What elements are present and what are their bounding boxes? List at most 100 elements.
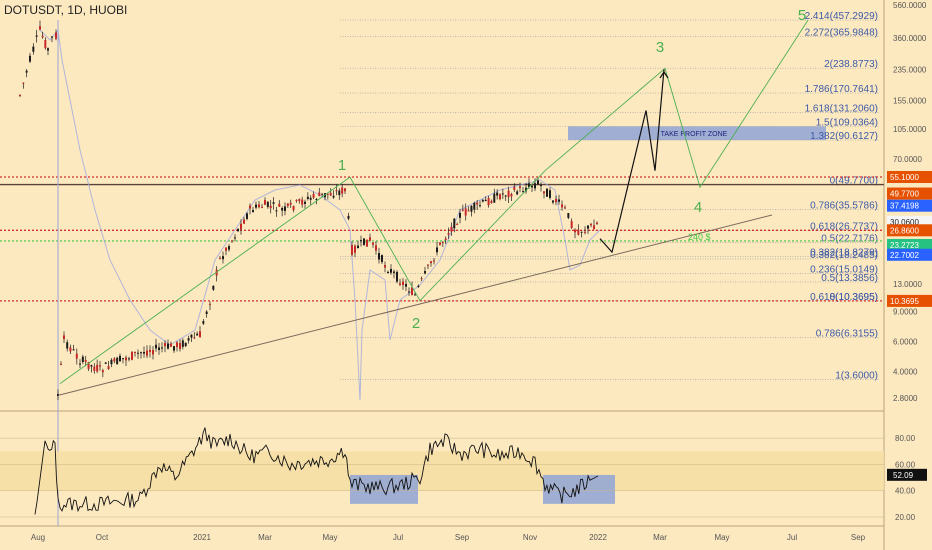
candle-body xyxy=(161,347,163,349)
candle-body xyxy=(534,183,536,189)
candle-body xyxy=(464,208,467,216)
candle-body xyxy=(255,204,257,208)
price-axis-tick: 6.0000 xyxy=(893,337,918,346)
price-axis-tick: 70.0000 xyxy=(893,155,922,164)
candle-body xyxy=(252,210,254,213)
candle-body xyxy=(519,186,521,188)
candle-body xyxy=(234,237,236,239)
candle-body xyxy=(344,188,346,192)
candle-body xyxy=(222,256,224,260)
candle-body xyxy=(116,357,119,365)
price-badge xyxy=(887,248,932,261)
candle-body xyxy=(173,346,175,351)
candle-body xyxy=(574,229,576,233)
candle-body xyxy=(131,351,133,360)
candle-body xyxy=(522,191,524,193)
candle-body xyxy=(577,229,580,235)
price-badge-label: 23.2723 xyxy=(890,241,919,250)
candle-body xyxy=(295,200,298,202)
candle-body xyxy=(360,240,362,242)
candle-body xyxy=(393,271,395,273)
candle-body xyxy=(264,200,266,205)
fib-level-label: 1.618(131.2060) xyxy=(805,104,878,115)
price-badge xyxy=(887,199,932,212)
candle-body xyxy=(507,190,510,198)
candle-body xyxy=(315,199,318,201)
candle-body xyxy=(99,365,101,367)
wave-label: 5 xyxy=(798,7,806,24)
candle-body xyxy=(69,347,72,352)
candle-body xyxy=(493,193,496,203)
price-axis-tick: 105.0000 xyxy=(893,125,927,134)
candle-body xyxy=(184,342,187,347)
time-axis-tick: Jul xyxy=(787,533,797,542)
candle-body xyxy=(205,311,208,314)
candle-body xyxy=(332,195,335,198)
fib-level-label: 2(238.8773) xyxy=(824,59,878,70)
price-axis-tick: 360.0000 xyxy=(893,34,927,43)
price-axis-tick: 4.0000 xyxy=(893,368,918,377)
candle-body xyxy=(384,265,386,268)
candle-body xyxy=(354,245,356,253)
candle-body xyxy=(275,210,278,212)
fib-level-label: 0.618(26.7737) xyxy=(810,222,878,233)
candle-body xyxy=(461,209,464,211)
ascending-trendline xyxy=(57,214,773,396)
fib-level-label: 0.382(18.8279) xyxy=(810,248,878,259)
candle-body xyxy=(75,353,78,359)
price-badge-label: 55.1000 xyxy=(890,173,919,182)
candle-body xyxy=(237,228,239,232)
candle-body xyxy=(424,271,426,274)
candle-body xyxy=(399,283,401,285)
candle-body xyxy=(450,226,453,232)
oscillator-tick: 20.00 xyxy=(895,513,916,522)
candle-body xyxy=(459,212,461,218)
candle-body xyxy=(286,203,289,207)
fib-level-label: 0(49.7700) xyxy=(830,176,878,187)
candle-body xyxy=(292,205,295,211)
candle-body xyxy=(278,203,281,207)
candle-body xyxy=(593,225,595,230)
candle-body xyxy=(570,221,573,228)
candle-body xyxy=(513,186,516,190)
candle-body xyxy=(456,224,459,226)
fib-level-label: 0.5(13.3856) xyxy=(821,273,878,284)
candle-body xyxy=(152,349,154,355)
candle-body xyxy=(396,272,398,282)
price-badge-label: 37.4198 xyxy=(890,202,919,211)
price-badge xyxy=(887,294,932,307)
take-profit-label: TAKE PROFIT ZONE xyxy=(661,131,728,138)
candle-body xyxy=(479,205,481,207)
projection-arrow xyxy=(659,70,669,79)
candle-body xyxy=(301,199,304,205)
time-axis-tick: Sep xyxy=(455,533,470,542)
candle-body xyxy=(390,268,392,273)
price-badge-label: 22.7002 xyxy=(890,251,919,260)
candle-body xyxy=(420,278,423,280)
candle-body xyxy=(444,238,447,241)
candle-body xyxy=(567,213,570,218)
fib-level-label: 1(3.6000) xyxy=(835,370,878,381)
price-badge-label: 26.8600 xyxy=(890,226,919,235)
oscillator-value-badge xyxy=(887,468,927,481)
time-axis-tick: Nov xyxy=(523,533,537,542)
oscillator-tick: 40.00 xyxy=(895,487,916,496)
price-axis-tick: 155.0000 xyxy=(893,96,927,105)
candle-body xyxy=(125,357,127,361)
candle-body xyxy=(499,194,501,200)
candle-body xyxy=(447,232,450,235)
wave-projection-line xyxy=(544,19,809,189)
candle-body xyxy=(272,202,275,204)
candle-body xyxy=(580,231,583,233)
candle-body xyxy=(187,338,190,341)
candle-body xyxy=(281,207,284,211)
candle-body xyxy=(366,239,368,247)
wave-channel-line xyxy=(59,176,351,384)
oscillator-tick: 80.00 xyxy=(895,434,916,443)
candle-body xyxy=(176,342,178,348)
candle-body xyxy=(104,362,107,364)
candle-body xyxy=(306,196,309,199)
candle-body xyxy=(378,253,380,260)
candle-body xyxy=(481,199,484,202)
